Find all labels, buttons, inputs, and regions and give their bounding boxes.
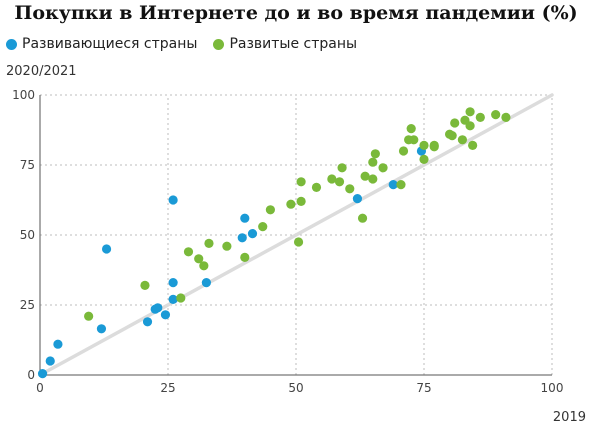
chart-legend: Развивающиеся страны Развитые страны: [6, 36, 373, 52]
point-developing: [168, 278, 178, 288]
x-tick-label: 0: [36, 381, 44, 395]
point-developed: [327, 174, 337, 184]
point-developing: [388, 180, 398, 190]
chart-title: Покупки в Интернете до и во время пандем…: [14, 2, 578, 24]
point-developed: [475, 112, 485, 122]
point-developed: [357, 213, 368, 223]
point-developing: [53, 339, 63, 349]
legend-swatch-developed: [213, 38, 225, 50]
x-tick-label: 50: [288, 381, 303, 395]
y-tick-label: 100: [12, 88, 35, 102]
point-developing: [240, 213, 250, 223]
legend-swatch-developing: [6, 38, 17, 50]
point-developed: [311, 182, 322, 192]
point-developed: [194, 254, 204, 264]
y-axis-label: 2020/2021: [6, 64, 77, 79]
point-developed: [465, 107, 475, 117]
point-developed: [286, 199, 296, 209]
legend-label-developed: Развитые страны: [229, 36, 358, 52]
point-developed: [398, 146, 409, 156]
point-developing: [168, 195, 178, 205]
point-developed: [368, 174, 378, 184]
point-developed: [296, 177, 306, 187]
point-developed: [409, 135, 419, 145]
point-developed: [337, 163, 347, 173]
point-developing: [142, 317, 153, 327]
point-developed: [429, 142, 439, 152]
y-tick-label: 25: [20, 298, 35, 312]
legend-label-developing: Развивающиеся страны: [22, 36, 198, 52]
point-developed: [447, 131, 457, 141]
point-developed: [222, 241, 232, 251]
point-developing: [37, 369, 48, 379]
point-developed: [378, 163, 388, 173]
point-developing: [45, 356, 55, 366]
y-tick-label: 50: [20, 228, 35, 242]
x-axis-label: 2019: [552, 410, 586, 425]
reference-line: [38, 93, 554, 377]
legend-item-developed: Развитые страны: [213, 36, 357, 52]
point-developed: [293, 237, 304, 247]
y-tick-label: 0: [27, 368, 35, 382]
point-developed: [176, 293, 186, 303]
point-developed: [360, 171, 370, 181]
point-developed: [334, 177, 345, 187]
x-tick-label: 75: [416, 381, 431, 395]
point-developed: [296, 196, 306, 206]
x-tick-label: 25: [160, 381, 175, 395]
point-developing: [101, 244, 112, 254]
point-developed: [457, 135, 467, 145]
point-developing: [96, 324, 107, 334]
point-developed: [258, 222, 268, 232]
point-developed: [450, 118, 460, 128]
point-developing: [247, 229, 258, 239]
point-developed: [465, 121, 475, 131]
point-developing: [201, 278, 211, 288]
point-developed: [370, 149, 380, 159]
point-developed: [491, 110, 501, 120]
point-developed: [419, 140, 429, 150]
point-developed: [419, 154, 429, 164]
point-developed: [501, 112, 511, 122]
point-developing: [352, 194, 363, 204]
point-developed: [265, 205, 275, 215]
point-developed: [199, 261, 209, 271]
point-developed: [204, 238, 214, 248]
y-tick-label: 75: [20, 158, 35, 172]
point-developing: [153, 303, 163, 313]
point-developed: [396, 180, 406, 190]
point-developed: [240, 252, 250, 262]
point-developed: [183, 247, 194, 257]
point-developing: [168, 294, 178, 304]
point-developed: [406, 124, 416, 134]
point-developed: [140, 280, 150, 290]
point-developed: [84, 311, 94, 321]
point-developing: [160, 310, 171, 320]
legend-item-developing: Развивающиеся страны: [6, 36, 197, 52]
point-developed: [368, 157, 378, 167]
point-developed: [468, 140, 478, 150]
x-tick-label: 100: [541, 381, 564, 395]
point-developing: [237, 233, 247, 243]
point-developed: [345, 184, 355, 194]
